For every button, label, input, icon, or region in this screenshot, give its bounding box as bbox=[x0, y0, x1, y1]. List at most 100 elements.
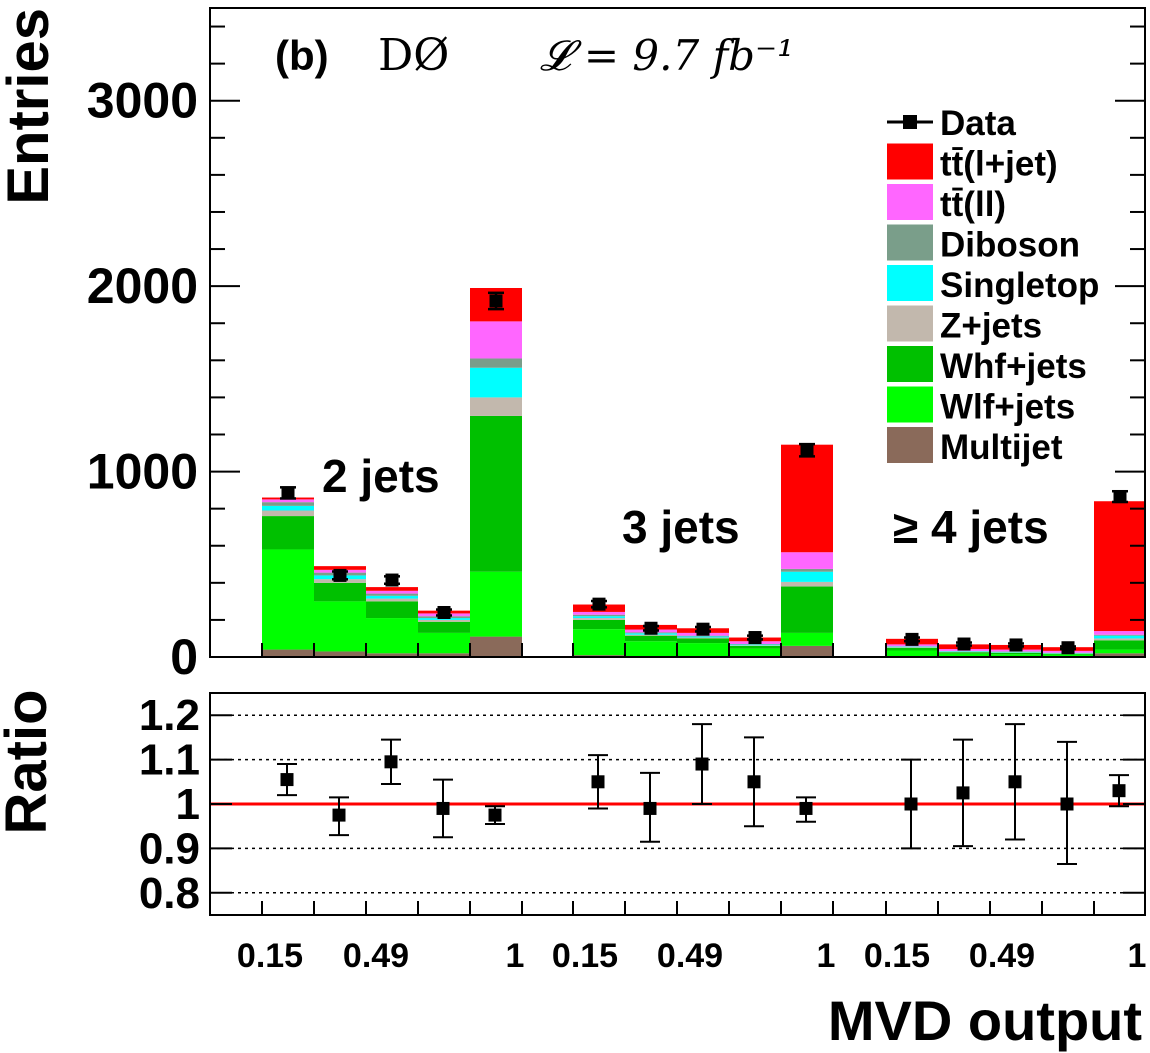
legend-label: Z+jets bbox=[940, 307, 1042, 346]
legend-swatch bbox=[887, 305, 933, 342]
legend-data-marker bbox=[903, 115, 917, 129]
ratio-y-tick-label: 0.8 bbox=[139, 869, 200, 918]
experiment-label: DØ bbox=[378, 30, 449, 81]
bar-seg bbox=[625, 634, 677, 636]
bar-seg bbox=[418, 619, 470, 622]
ratio-y-tick-label: 1.1 bbox=[139, 736, 200, 785]
legend: Datatt̄(l+jet)tt̄(ll)DibosonSingletopZ+j… bbox=[887, 104, 1099, 467]
y-axis-label-ratio: Ratio bbox=[0, 690, 59, 835]
bar-seg bbox=[1094, 638, 1146, 641]
bar-seg bbox=[729, 645, 781, 646]
bar-seg bbox=[886, 646, 938, 648]
x-tick-label: 0.49 bbox=[969, 937, 1035, 975]
y-tick-label: 1000 bbox=[87, 444, 198, 500]
bar-seg bbox=[781, 571, 833, 582]
bar-seg bbox=[314, 601, 366, 652]
bar-seg bbox=[938, 651, 990, 652]
bar-seg bbox=[366, 595, 418, 599]
luminosity-label: 𝓛 = 9.7 fb⁻¹ bbox=[540, 31, 794, 80]
x-tick-label: 0.49 bbox=[657, 937, 723, 975]
bar-seg bbox=[470, 415, 522, 572]
bar-seg bbox=[938, 652, 990, 654]
ratio-point bbox=[488, 808, 502, 822]
bar-seg bbox=[1094, 501, 1146, 632]
bar-seg bbox=[470, 367, 522, 398]
bar-seg bbox=[677, 643, 729, 657]
ratio-panel: 0.80.911.11.20.15 0.49 1 0.15 0.49 1 0.15 0.49 1 bbox=[139, 691, 1147, 975]
bar-seg bbox=[1094, 640, 1146, 650]
x-tick-label: 1 bbox=[506, 937, 525, 975]
x-tick-label: 0.15 bbox=[237, 937, 303, 975]
chart-text: (b) DØ 𝓛 = 9.7 fb⁻¹ 2 jets 3 jets ≥ 4 je… bbox=[0, 8, 1142, 1052]
bar-seg bbox=[573, 619, 625, 630]
x-tick-label: 0.49 bbox=[343, 937, 409, 975]
bar-seg bbox=[366, 598, 418, 602]
ratio-point bbox=[591, 775, 605, 789]
bar-seg bbox=[781, 645, 833, 657]
data-point bbox=[333, 568, 347, 582]
y-tick-label: 3000 bbox=[87, 73, 198, 129]
bar-seg bbox=[1094, 653, 1146, 657]
ratio-point bbox=[384, 755, 398, 769]
bar-seg bbox=[729, 645, 781, 649]
bar-seg bbox=[729, 648, 781, 657]
legend-swatch bbox=[887, 224, 933, 261]
ratio-y-tick-label: 0.9 bbox=[139, 824, 200, 873]
ratio-point bbox=[695, 757, 709, 771]
data-point bbox=[437, 605, 451, 619]
data-point bbox=[748, 631, 762, 645]
bar-seg bbox=[886, 647, 938, 651]
legend-swatch bbox=[887, 386, 933, 423]
bar-seg bbox=[781, 632, 833, 646]
x-axis-label: MVD output bbox=[828, 989, 1142, 1052]
bar-seg bbox=[366, 590, 418, 594]
stacked-bars bbox=[262, 287, 1146, 657]
bar-seg bbox=[990, 651, 1042, 653]
bar-seg bbox=[314, 566, 366, 570]
bar-seg bbox=[418, 632, 470, 654]
legend-label: Multijet bbox=[940, 428, 1063, 467]
bar-seg bbox=[1094, 635, 1146, 639]
legend-swatch bbox=[887, 346, 933, 382]
bar-seg bbox=[366, 601, 418, 619]
data-point bbox=[592, 597, 606, 611]
bar-seg bbox=[1094, 634, 1146, 636]
x-tick-label: 1 bbox=[817, 937, 836, 975]
bar-seg bbox=[1094, 649, 1146, 654]
bar-seg bbox=[262, 510, 314, 517]
bar-seg bbox=[990, 654, 1042, 657]
legend-label: Wlf+jets bbox=[940, 388, 1075, 427]
data-point bbox=[385, 573, 399, 587]
data-point bbox=[489, 294, 503, 308]
group-label-4jets: ≥ 4 jets bbox=[893, 501, 1049, 553]
legend-label: tt̄(ll) bbox=[940, 185, 1006, 224]
bar-seg bbox=[677, 636, 729, 638]
main-axes: 0 1000 2000 3000 bbox=[87, 7, 1146, 685]
legend-label: Data bbox=[940, 104, 1016, 143]
legend-label: Diboson bbox=[940, 226, 1080, 265]
data-point bbox=[800, 443, 814, 457]
legend-label: Whf+jets bbox=[940, 347, 1087, 386]
ratio-point bbox=[799, 801, 813, 815]
data-point bbox=[644, 621, 658, 635]
y-tick-label: 0 bbox=[170, 629, 198, 685]
bar-seg bbox=[418, 653, 470, 657]
legend-swatch bbox=[887, 143, 933, 180]
bar-seg bbox=[677, 638, 729, 644]
bar-seg bbox=[262, 516, 314, 550]
ratio-point bbox=[956, 786, 970, 800]
ratio-point bbox=[1060, 797, 1074, 811]
data-point bbox=[1113, 490, 1127, 504]
ratio-y-tick-label: 1 bbox=[176, 780, 200, 829]
data-point bbox=[905, 632, 919, 646]
bar-seg bbox=[573, 618, 625, 620]
legend-swatch bbox=[887, 265, 933, 301]
bar-seg bbox=[1094, 631, 1146, 635]
bar-seg bbox=[314, 582, 366, 602]
ratio-point bbox=[747, 775, 761, 789]
legend-label: tt̄(l+jet) bbox=[940, 145, 1058, 184]
ratio-y-tick-label: 1.2 bbox=[139, 691, 200, 740]
y-tick-label: 2000 bbox=[87, 258, 198, 314]
ratio-point bbox=[1112, 784, 1126, 798]
